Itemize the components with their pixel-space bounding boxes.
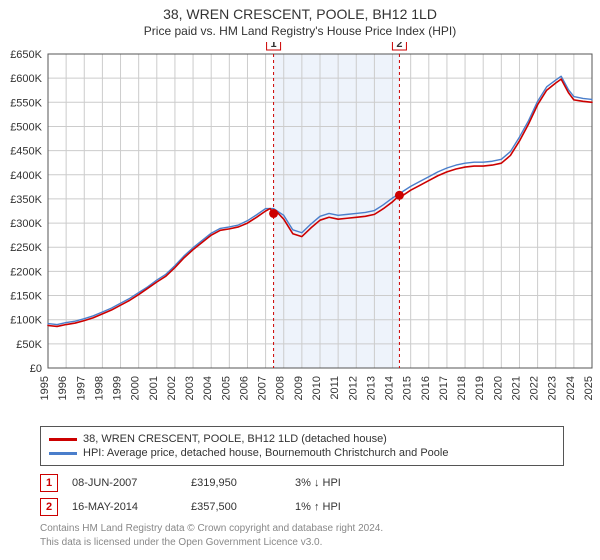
sale-row: 2 16-MAY-2014 £357,500 1% ↑ HPI [40, 498, 564, 516]
svg-text:2018: 2018 [456, 376, 468, 400]
chart-title-address: 38, WREN CRESCENT, POOLE, BH12 1LD [0, 6, 600, 22]
svg-text:1999: 1999 [112, 376, 124, 400]
svg-text:£500K: £500K [10, 121, 42, 133]
svg-text:2025: 2025 [583, 376, 595, 400]
sale-hpi-delta: 3% ↓ HPI [295, 477, 385, 489]
sale-row: 1 08-JUN-2007 £319,950 3% ↓ HPI [40, 474, 564, 492]
sale-price: £319,950 [191, 477, 281, 489]
svg-text:£400K: £400K [10, 170, 42, 182]
legend-label: 38, WREN CRESCENT, POOLE, BH12 1LD (deta… [83, 433, 387, 445]
sale-price: £357,500 [191, 501, 281, 513]
svg-text:1997: 1997 [75, 376, 87, 400]
legend-swatch [49, 438, 77, 441]
svg-text:£0: £0 [30, 363, 42, 375]
sale-marker-badge: 1 [40, 474, 58, 492]
attribution: Contains HM Land Registry data © Crown c… [40, 522, 564, 549]
chart-title-subtitle: Price paid vs. HM Land Registry's House … [0, 24, 600, 38]
legend-swatch [49, 452, 77, 455]
svg-text:2003: 2003 [184, 376, 196, 400]
sale-hpi-delta: 1% ↑ HPI [295, 501, 385, 513]
svg-text:2015: 2015 [402, 376, 414, 400]
svg-text:£150K: £150K [10, 291, 42, 303]
svg-text:2017: 2017 [438, 376, 450, 400]
svg-text:2022: 2022 [529, 376, 541, 400]
svg-text:2013: 2013 [365, 376, 377, 400]
legend-item: 38, WREN CRESCENT, POOLE, BH12 1LD (deta… [49, 433, 555, 445]
attribution-line-1: Contains HM Land Registry data © Crown c… [40, 522, 564, 536]
svg-text:2005: 2005 [220, 376, 232, 400]
chart-container: £0 £50K £100K £150K £200K £250K £300K £350K £400… [0, 42, 600, 422]
sale-date: 16-MAY-2014 [72, 501, 177, 513]
svg-text:£300K: £300K [10, 218, 42, 230]
svg-text:2016: 2016 [420, 376, 432, 400]
svg-text:2002: 2002 [166, 376, 178, 400]
svg-text:2009: 2009 [293, 376, 305, 400]
svg-text:2001: 2001 [148, 376, 160, 400]
sale-marker-badge: 2 [40, 498, 58, 516]
svg-text:2021: 2021 [510, 376, 522, 400]
line-chart: £0 £50K £100K £150K £200K £250K £300K £350K £400… [0, 42, 600, 422]
legend-item: HPI: Average price, detached house, Bour… [49, 447, 555, 459]
svg-text:£550K: £550K [10, 97, 42, 109]
svg-text:£350K: £350K [10, 194, 42, 206]
svg-text:2023: 2023 [547, 376, 559, 400]
svg-text:1: 1 [271, 42, 277, 50]
svg-text:2024: 2024 [565, 376, 577, 400]
svg-text:£100K: £100K [10, 315, 42, 327]
svg-text:2: 2 [396, 42, 402, 50]
svg-text:2006: 2006 [238, 376, 250, 400]
svg-text:£450K: £450K [10, 146, 42, 158]
svg-text:2019: 2019 [474, 376, 486, 400]
sale-date: 08-JUN-2007 [72, 477, 177, 489]
sale-events-table: 1 08-JUN-2007 £319,950 3% ↓ HPI 2 16-MAY-2014… [40, 474, 564, 516]
svg-text:1995: 1995 [39, 376, 51, 400]
svg-text:2014: 2014 [384, 376, 396, 400]
svg-text:£200K: £200K [10, 266, 42, 278]
svg-text:1996: 1996 [57, 376, 69, 400]
attribution-line-2: This data is licensed under the Open Gov… [40, 536, 564, 550]
svg-text:£600K: £600K [10, 73, 42, 85]
legend-label: HPI: Average price, detached house, Bour… [83, 447, 448, 459]
legend: 38, WREN CRESCENT, POOLE, BH12 1LD (deta… [40, 426, 564, 466]
svg-text:£50K: £50K [16, 339, 42, 351]
svg-text:2007: 2007 [257, 376, 269, 400]
svg-text:2004: 2004 [202, 376, 214, 400]
svg-text:2008: 2008 [275, 376, 287, 400]
svg-text:2012: 2012 [347, 376, 359, 400]
svg-text:1998: 1998 [93, 376, 105, 400]
svg-text:2011: 2011 [329, 376, 341, 400]
chart-header: 38, WREN CRESCENT, POOLE, BH12 1LD Price… [0, 0, 600, 38]
svg-text:£250K: £250K [10, 242, 42, 254]
svg-text:2000: 2000 [130, 376, 142, 400]
svg-text:£650K: £650K [10, 49, 42, 61]
svg-text:2020: 2020 [492, 376, 504, 400]
svg-text:2010: 2010 [311, 376, 323, 400]
